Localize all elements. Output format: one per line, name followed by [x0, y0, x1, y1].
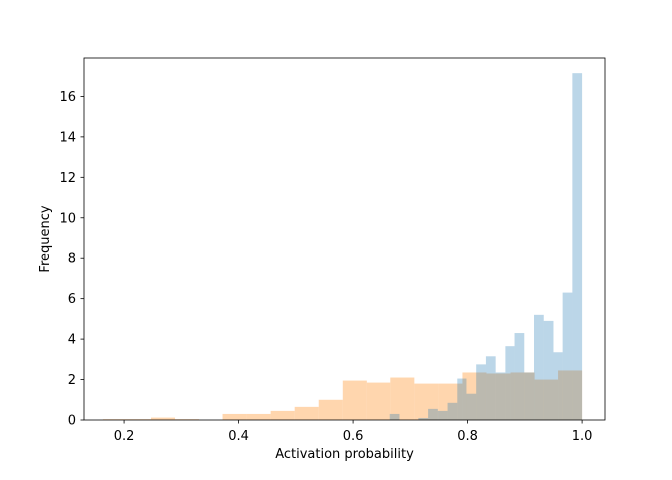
histogram-bar [534, 314, 544, 420]
y-ticks: 0 2 4 6 8 10 12 14 16 [59, 90, 84, 429]
bars-layer [102, 73, 583, 420]
histogram-bar [514, 333, 525, 420]
y-tick-label: 2 [68, 373, 76, 388]
histogram-bar [558, 370, 583, 420]
histogram-bar [457, 378, 467, 420]
histogram-bar [246, 413, 271, 420]
histogram-bar [318, 399, 343, 420]
histogram-bar [495, 372, 506, 420]
histogram-bar [466, 393, 477, 420]
y-tick-label: 0 [68, 414, 76, 429]
histogram-bar [476, 364, 486, 420]
histogram-bar [438, 383, 463, 420]
x-tick-label: 0.4 [228, 429, 249, 444]
histogram-bar [505, 346, 515, 420]
histogram-bar [294, 406, 319, 420]
histogram-bar [534, 379, 559, 420]
histogram-bar [572, 73, 583, 420]
histogram-bar [462, 372, 487, 420]
y-tick-label: 12 [59, 171, 76, 186]
histogram-bar [510, 372, 535, 420]
histogram-bar [389, 413, 400, 420]
histogram-bar [543, 320, 554, 420]
histogram-bar [126, 419, 151, 420]
histogram-bar [447, 402, 458, 420]
y-tick-label: 10 [59, 211, 76, 226]
histogram-bar [428, 408, 438, 420]
y-tick-label: 14 [59, 130, 76, 145]
x-tick-label: 0.6 [343, 429, 364, 444]
histogram-bar [222, 413, 247, 420]
histogram-bar [102, 419, 127, 420]
y-tick-label: 6 [68, 292, 76, 307]
histogram-bar [390, 377, 415, 420]
y-axis-label: Frequency [38, 205, 53, 272]
x-tick-label: 1.0 [572, 429, 593, 444]
histogram-bar [342, 380, 367, 420]
histogram-bar [486, 373, 511, 420]
histogram-bar [437, 410, 448, 420]
histogram-bar [414, 383, 439, 420]
histogram-bar [524, 372, 535, 420]
histogram-series-2 [389, 73, 583, 420]
x-axis-label: Activation probability [275, 447, 414, 462]
histogram-bar [418, 417, 429, 420]
histogram-series-1 [102, 370, 583, 420]
x-tick-label: 0.2 [114, 429, 135, 444]
histogram-bar [366, 382, 391, 420]
y-tick-label: 4 [68, 333, 76, 348]
x-tick-label: 0.8 [457, 429, 478, 444]
histogram-bar [175, 419, 200, 420]
y-tick-label: 16 [59, 90, 76, 105]
y-tick-label: 8 [68, 252, 76, 267]
histogram-bar [270, 410, 295, 420]
histogram-bar [562, 292, 573, 420]
plot-frame [83, 57, 606, 421]
histogram-bar [553, 352, 563, 420]
x-ticks: 0.2 0.4 0.6 0.8 1.0 [114, 420, 593, 444]
histogram-bar [485, 356, 496, 420]
histogram-bar [150, 417, 176, 420]
